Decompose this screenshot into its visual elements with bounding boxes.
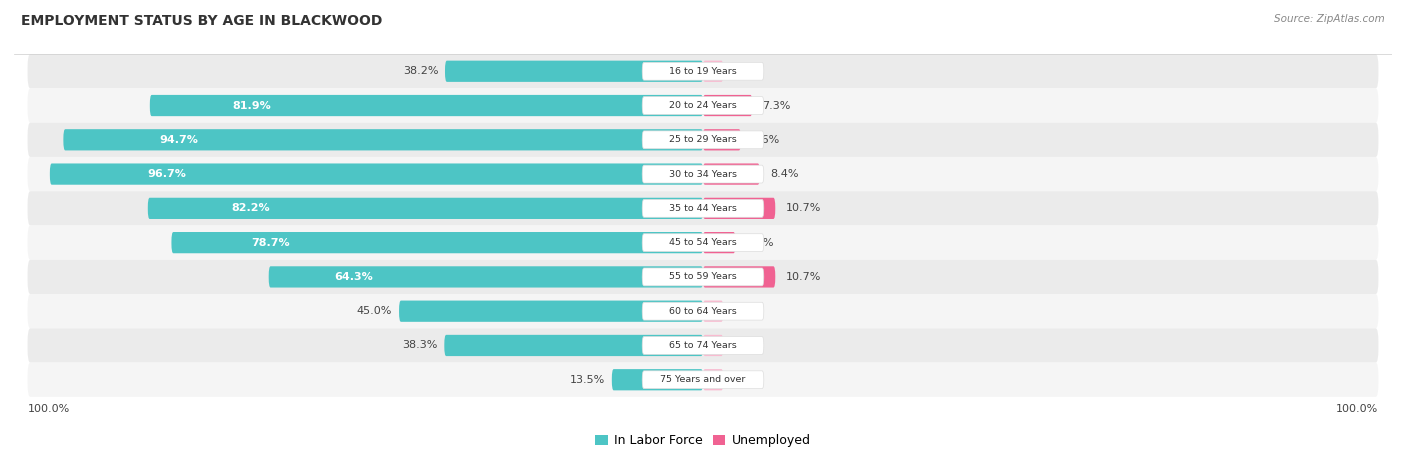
Text: 55 to 59 Years: 55 to 59 Years — [669, 272, 737, 281]
FancyBboxPatch shape — [643, 234, 763, 252]
Text: 0.0%: 0.0% — [734, 66, 762, 76]
Text: 64.3%: 64.3% — [333, 272, 373, 282]
FancyBboxPatch shape — [703, 335, 723, 356]
FancyBboxPatch shape — [28, 123, 1378, 157]
Text: 82.2%: 82.2% — [231, 203, 270, 213]
FancyBboxPatch shape — [28, 294, 1378, 328]
FancyBboxPatch shape — [28, 260, 1378, 294]
Text: 0.0%: 0.0% — [734, 375, 762, 385]
FancyBboxPatch shape — [703, 198, 775, 219]
FancyBboxPatch shape — [399, 300, 703, 322]
FancyBboxPatch shape — [28, 157, 1378, 191]
Text: 13.5%: 13.5% — [569, 375, 605, 385]
Text: 16 to 19 Years: 16 to 19 Years — [669, 67, 737, 76]
Text: 60 to 64 Years: 60 to 64 Years — [669, 307, 737, 316]
FancyBboxPatch shape — [269, 266, 703, 288]
FancyBboxPatch shape — [148, 198, 703, 219]
Text: 45 to 54 Years: 45 to 54 Years — [669, 238, 737, 247]
FancyBboxPatch shape — [444, 60, 703, 82]
Text: 45.0%: 45.0% — [357, 306, 392, 316]
FancyBboxPatch shape — [63, 129, 703, 151]
Text: 10.7%: 10.7% — [786, 203, 821, 213]
FancyBboxPatch shape — [703, 163, 759, 185]
FancyBboxPatch shape — [703, 232, 735, 253]
FancyBboxPatch shape — [444, 335, 703, 356]
Text: 8.4%: 8.4% — [770, 169, 799, 179]
Text: 96.7%: 96.7% — [148, 169, 187, 179]
FancyBboxPatch shape — [612, 369, 703, 391]
Text: 0.0%: 0.0% — [734, 341, 762, 350]
Text: 100.0%: 100.0% — [28, 404, 70, 414]
FancyBboxPatch shape — [643, 199, 763, 217]
Text: 30 to 34 Years: 30 to 34 Years — [669, 170, 737, 179]
Text: 78.7%: 78.7% — [252, 238, 290, 248]
FancyBboxPatch shape — [49, 163, 703, 185]
Text: 0.0%: 0.0% — [734, 306, 762, 316]
Text: 100.0%: 100.0% — [1336, 404, 1378, 414]
Text: 35 to 44 Years: 35 to 44 Years — [669, 204, 737, 213]
Text: 75 Years and over: 75 Years and over — [661, 375, 745, 384]
FancyBboxPatch shape — [703, 369, 723, 391]
Text: 81.9%: 81.9% — [233, 101, 271, 110]
FancyBboxPatch shape — [643, 131, 763, 149]
Text: 5.6%: 5.6% — [751, 135, 779, 145]
Text: 7.3%: 7.3% — [762, 101, 790, 110]
FancyBboxPatch shape — [643, 62, 763, 80]
FancyBboxPatch shape — [172, 232, 703, 253]
FancyBboxPatch shape — [28, 328, 1378, 363]
FancyBboxPatch shape — [703, 300, 723, 322]
FancyBboxPatch shape — [703, 129, 741, 151]
Text: EMPLOYMENT STATUS BY AGE IN BLACKWOOD: EMPLOYMENT STATUS BY AGE IN BLACKWOOD — [21, 14, 382, 28]
Text: 20 to 24 Years: 20 to 24 Years — [669, 101, 737, 110]
Text: 38.3%: 38.3% — [402, 341, 437, 350]
FancyBboxPatch shape — [28, 363, 1378, 397]
Text: Source: ZipAtlas.com: Source: ZipAtlas.com — [1274, 14, 1385, 23]
FancyBboxPatch shape — [150, 95, 703, 116]
FancyBboxPatch shape — [643, 336, 763, 354]
FancyBboxPatch shape — [643, 302, 763, 320]
FancyBboxPatch shape — [28, 54, 1378, 88]
Text: 94.7%: 94.7% — [159, 135, 198, 145]
FancyBboxPatch shape — [28, 88, 1378, 123]
FancyBboxPatch shape — [643, 268, 763, 286]
FancyBboxPatch shape — [703, 266, 775, 288]
FancyBboxPatch shape — [703, 60, 723, 82]
FancyBboxPatch shape — [643, 165, 763, 183]
FancyBboxPatch shape — [643, 371, 763, 389]
Text: 65 to 74 Years: 65 to 74 Years — [669, 341, 737, 350]
Legend: In Labor Force, Unemployed: In Labor Force, Unemployed — [591, 429, 815, 451]
FancyBboxPatch shape — [703, 95, 752, 116]
Text: 10.7%: 10.7% — [786, 272, 821, 282]
Text: 4.8%: 4.8% — [745, 238, 775, 248]
Text: 38.2%: 38.2% — [402, 66, 439, 76]
FancyBboxPatch shape — [28, 226, 1378, 260]
FancyBboxPatch shape — [28, 191, 1378, 226]
FancyBboxPatch shape — [643, 97, 763, 115]
Text: 25 to 29 Years: 25 to 29 Years — [669, 135, 737, 144]
